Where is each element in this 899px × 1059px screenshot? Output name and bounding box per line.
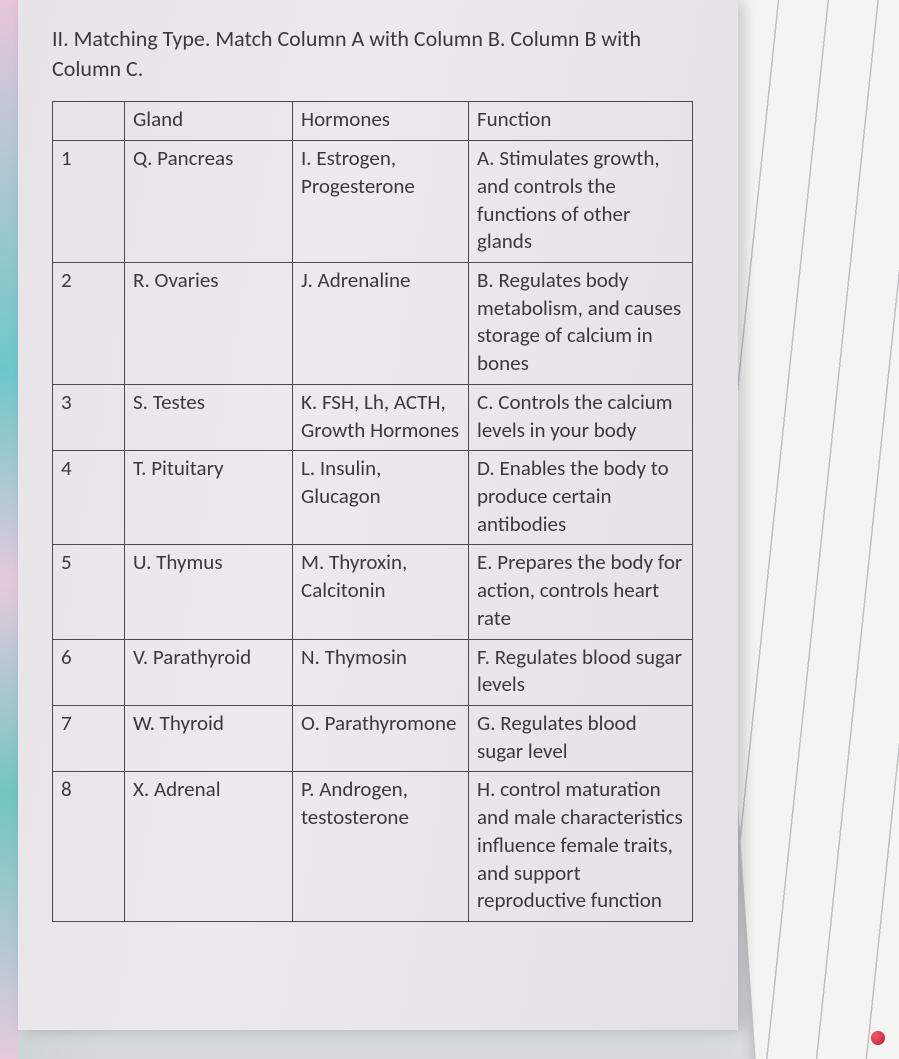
cell-function: F. Regulates blood sugar levels: [469, 639, 693, 705]
header-function: Function: [469, 102, 693, 141]
cell-function: C. Controls the calcium levels in your b…: [469, 384, 693, 450]
cell-number: 4: [53, 451, 125, 545]
instruction-text: II. Matching Type. Match Column A with C…: [52, 24, 710, 83]
cell-hormone: P. Androgen, testosterone: [293, 772, 469, 922]
cell-gland: S. Testes: [125, 384, 293, 450]
red-dot-icon: [871, 1031, 885, 1045]
table-row: 7 W. Thyroid O. Parathyromone G. Regulat…: [53, 706, 693, 772]
matching-table: Gland Hormones Function 1 Q. Pancreas I.…: [52, 101, 693, 922]
cell-number: 6: [53, 639, 125, 705]
table-header-row: Gland Hormones Function: [53, 102, 693, 141]
table-row: 3 S. Testes K. FSH, Lh, ACTH, Growth Hor…: [53, 384, 693, 450]
worksheet-paper: II. Matching Type. Match Column A with C…: [18, 0, 738, 1030]
binder-strip: [0, 0, 18, 1059]
table-row: 6 V. Parathyroid N. Thymosin F. Regulate…: [53, 639, 693, 705]
cell-hormone: I. Estrogen, Progesterone: [293, 141, 469, 263]
cell-gland: U. Thymus: [125, 545, 293, 639]
cell-number: 3: [53, 384, 125, 450]
cell-function: E. Prepares the body for action, control…: [469, 545, 693, 639]
table-row: 1 Q. Pancreas I. Estrogen, Progesterone …: [53, 141, 693, 263]
cell-gland: X. Adrenal: [125, 772, 293, 922]
cell-gland: Q. Pancreas: [125, 141, 293, 263]
header-hormones: Hormones: [293, 102, 469, 141]
cell-hormone: N. Thymosin: [293, 639, 469, 705]
cell-function: G. Regulates blood sugar level: [469, 706, 693, 772]
cell-function: D. Enables the body to produce certain a…: [469, 451, 693, 545]
cell-gland: R. Ovaries: [125, 262, 293, 384]
table-row: 2 R. Ovaries J. Adrenaline B. Regulates …: [53, 262, 693, 384]
table-row: 5 U. Thymus M. Thyroxin, Calcitonin E. P…: [53, 545, 693, 639]
cell-number: 5: [53, 545, 125, 639]
cell-function: H. control maturation and male character…: [469, 772, 693, 922]
cell-gland: V. Parathyroid: [125, 639, 293, 705]
cell-number: 7: [53, 706, 125, 772]
cell-hormone: O. Parathyromone: [293, 706, 469, 772]
cell-gland: W. Thyroid: [125, 706, 293, 772]
table-row: 4 T. Pituitary L. Insulin, Glucagon D. E…: [53, 451, 693, 545]
cell-hormone: K. FSH, Lh, ACTH, Growth Hormones: [293, 384, 469, 450]
cell-function: A. Stimulates growth, and controls the f…: [469, 141, 693, 263]
cell-hormone: M. Thyroxin, Calcitonin: [293, 545, 469, 639]
scene: II. Matching Type. Match Column A with C…: [0, 0, 899, 1059]
header-blank: [53, 102, 125, 141]
cell-number: 1: [53, 141, 125, 263]
header-gland: Gland: [125, 102, 293, 141]
cell-hormone: L. Insulin, Glucagon: [293, 451, 469, 545]
table-row: 8 X. Adrenal P. Androgen, testosterone H…: [53, 772, 693, 922]
cell-function: B. Regulates body metabolism, and causes…: [469, 262, 693, 384]
cell-gland: T. Pituitary: [125, 451, 293, 545]
cell-number: 2: [53, 262, 125, 384]
cell-hormone: J. Adrenaline: [293, 262, 469, 384]
cell-number: 8: [53, 772, 125, 922]
